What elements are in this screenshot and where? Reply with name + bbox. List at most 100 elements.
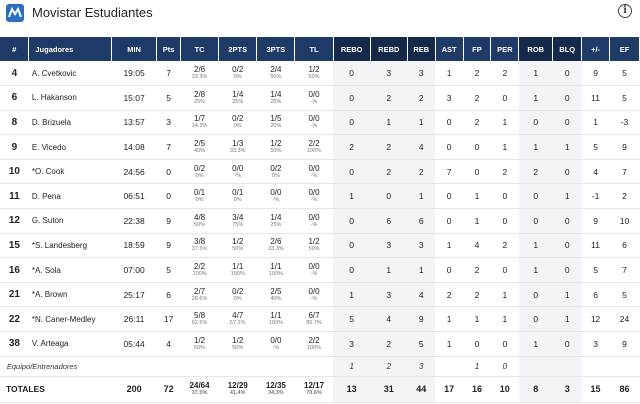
- shot-made-attempted: 1/2: [232, 237, 244, 247]
- cell-num: 21: [0, 282, 29, 308]
- cell-ef: 86: [609, 375, 640, 403]
- table-row[interactable]: 22 *N. Caner-Medley 26:11 17 5/8 62.5% 4/7 57.1…: [0, 306, 640, 333]
- shot-percentage: 50%: [232, 344, 244, 351]
- table-row[interactable]: 8 D. Brizuela 13:57 3 1/7 14.3% 0/2 0% 1/5 20% 0/0…: [0, 110, 640, 136]
- column-header-tc[interactable]: TC: [180, 37, 220, 61]
- column-header--[interactable]: +/-: [581, 37, 610, 61]
- cell-tl: 2/2 100%: [294, 134, 334, 160]
- cell-name[interactable]: *S. Landesberg: [28, 233, 112, 259]
- cell-name[interactable]: D. Pena: [28, 183, 112, 210]
- shot-made-attempted: 2/2: [194, 262, 206, 272]
- cell-name[interactable]: G. Suton: [28, 208, 112, 234]
- cell-per: 1: [490, 282, 519, 308]
- column-header-3pts[interactable]: 3PTS: [256, 37, 296, 61]
- table-row[interactable]: 21 *A. Brown 25:17 6 2/7 28.6% 0/2 0% 2/5 40% 0/0-…: [0, 282, 640, 308]
- table-row[interactable]: 6 L. Hakanson 15:07 5 2/8 25% 1/4 25% 1/4 25% 0/0-…: [0, 85, 640, 111]
- cell-num: 38: [0, 331, 29, 357]
- cell-ast: 0: [435, 183, 464, 210]
- column-header-tl[interactable]: TL: [294, 37, 334, 61]
- table-row[interactable]: 11 D. Pena 06:51 0 0/1 0% 0/1 0% 0/0 -% 0/0 -% 1 0 1 0 1…: [0, 183, 640, 210]
- cell-reb: 3: [407, 61, 436, 87]
- cell-tl: 1/2 50%: [294, 61, 334, 87]
- cell-blq: 0: [552, 159, 582, 185]
- cell-pm: 5: [581, 257, 610, 283]
- shot-percentage: 50%: [194, 221, 206, 228]
- cell-blq: 3: [552, 375, 582, 403]
- cell-per: 1: [490, 110, 519, 136]
- cell-ef: 10: [609, 208, 640, 234]
- cell-reb: 9: [407, 306, 436, 333]
- column-header-min[interactable]: MIN: [111, 37, 158, 61]
- table-row[interactable]: 9 E. Vicedo 14:08 7 2/5 40% 1/3 33.3% 1/2 50% 2/2 1…: [0, 134, 640, 160]
- table-row[interactable]: 16 *A. Sola 07:00 5 2/2 100% 1/1 100% 1/1 100% 0/0…: [0, 257, 640, 283]
- shot-made-attempted: 1/4: [270, 212, 282, 222]
- column-header-blq[interactable]: BLQ: [552, 37, 583, 61]
- cell-min: 22:38: [111, 208, 157, 234]
- cell-rob: 1: [518, 331, 553, 357]
- column-header-rebd[interactable]: REBD: [370, 37, 408, 61]
- shot-made-attempted: 0/0: [308, 114, 320, 124]
- cell-fp: 1: [463, 356, 491, 377]
- cell-pts: 7: [156, 61, 181, 87]
- cell-ef: 5: [609, 61, 640, 87]
- shot-made-attempted: 0/0: [308, 163, 320, 173]
- column-header-fp[interactable]: FP: [463, 37, 492, 61]
- cell-fp: 1: [463, 208, 491, 234]
- cell-rebo: 0: [333, 110, 371, 136]
- cell-name[interactable]: V. Arteaga: [28, 331, 112, 357]
- shot-made-attempted: 0/0: [270, 188, 282, 198]
- cell-name[interactable]: *O. Cook: [28, 159, 112, 185]
- column-header-2pts[interactable]: 2PTS: [218, 37, 258, 61]
- cell-per: 0: [490, 356, 519, 377]
- shot-percentage: -%: [310, 98, 318, 105]
- cell-name[interactable]: E. Vicedo: [28, 134, 112, 160]
- cell-name[interactable]: D. Brizuela: [28, 110, 112, 136]
- cell-name[interactable]: *N. Caner-Medley: [28, 306, 112, 333]
- column-header-reb[interactable]: REB: [407, 37, 436, 61]
- cell-tl: 1/2 50%: [294, 233, 334, 259]
- cell-name[interactable]: *A. Brown: [28, 282, 112, 308]
- info-icon[interactable]: i: [618, 4, 632, 18]
- shot-made-attempted: 3/8: [194, 237, 206, 247]
- shot-percentage: 100%: [306, 148, 322, 155]
- table-header-row: # Jugadores MIN Pts TC 2PTS 3PTS TL REBO REBD REB A…: [0, 37, 640, 61]
- shot-percentage: 50%: [270, 148, 282, 155]
- cell-p3: 1/1 100%: [256, 257, 295, 283]
- table-row[interactable]: 4 A. Cvetkovic 19:05 7 2/6 33.3% 0/2 0% 2/4 50% 1/…: [0, 61, 640, 87]
- column-header-ef[interactable]: EF: [609, 37, 640, 61]
- column-header-jugadores[interactable]: Jugadores: [28, 37, 112, 61]
- column-header-pts[interactable]: Pts: [156, 37, 181, 61]
- cell-fp: 0: [463, 159, 491, 185]
- table-row[interactable]: 10 *O. Cook 24:56 0 0/2 0% 0/0 -% 0/2 0% 0/0 -% 0 2 2 7…: [0, 159, 640, 185]
- cell-ast: 1: [435, 306, 464, 333]
- shot-percentage: 100%: [268, 271, 283, 278]
- cell-name[interactable]: *A. Sola: [28, 257, 112, 283]
- cell-p3: 2/6 33.3%: [256, 233, 295, 259]
- cell-name[interactable]: A. Cvetkovic: [28, 61, 112, 87]
- shot-percentage: 25%: [194, 98, 206, 105]
- cell-p3: 1/4 25%: [256, 85, 295, 111]
- column-header-per[interactable]: PER: [490, 37, 520, 61]
- cell-p3: 2/4 50%: [256, 61, 295, 87]
- cell-reb: 44: [407, 375, 436, 403]
- table-row[interactable]: 15 *S. Landesberg 18:59 9 3/8 37.5% 1/2 50% 2/6 3…: [0, 233, 640, 259]
- column-header-ast[interactable]: AST: [435, 37, 464, 61]
- table-row[interactable]: 12 G. Suton 22:38 9 4/8 50% 3/4 75% 1/4 25% 0/0 -% 0…: [0, 208, 640, 234]
- cell-rebd: 1: [370, 110, 408, 136]
- cell-name[interactable]: L. Hakanson: [28, 85, 112, 111]
- column-header-rob[interactable]: ROB: [518, 37, 554, 61]
- table-row[interactable]: 38 V. Arteaga 05:44 4 1/2 50% 1/2 50% 0/0 -% 2/2 10…: [0, 331, 640, 357]
- shot-percentage: 40%: [270, 295, 282, 302]
- cell-min: 07:00: [111, 257, 157, 283]
- cell-blq: 0: [552, 233, 582, 259]
- cell-reb: 1: [407, 110, 436, 136]
- shot-made-attempted: 0/0: [308, 262, 320, 272]
- cell-fp: 16: [463, 375, 491, 403]
- column-header-rebo[interactable]: REBO: [333, 37, 371, 61]
- cell-tc: 2/2 100%: [180, 257, 219, 283]
- cell-tc: 2/6 33.3%: [180, 61, 219, 87]
- cell-rebd: 2: [370, 134, 408, 160]
- cell-p2: 0/2 0%: [218, 110, 257, 136]
- column-header--[interactable]: #: [0, 37, 30, 61]
- cell-ast: 3: [435, 85, 464, 111]
